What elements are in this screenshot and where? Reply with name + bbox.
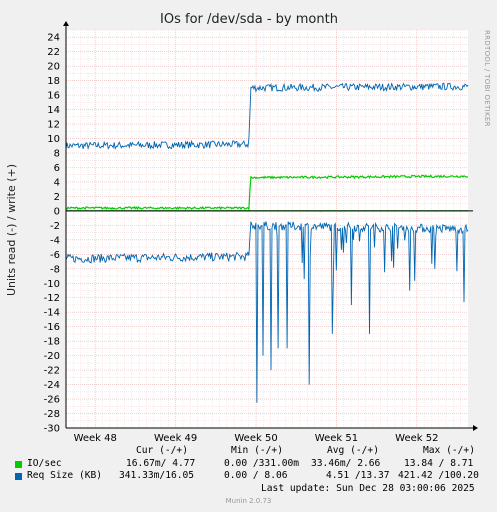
y-tick-label: -28	[44, 409, 60, 420]
y-tick-label: 8	[54, 149, 60, 160]
legend-header-avg: Avg (-/+)	[327, 445, 379, 456]
chart-canvas: IOs for /dev/sda - by month RRDTOOL / TO…	[5, 12, 491, 444]
y-tick-label: 14	[47, 105, 60, 116]
legend-avg-io: 33.46m/ 2.66	[311, 458, 381, 469]
legend-min-io: 0.00 /331.00m	[224, 458, 300, 469]
series-line-req-size-kb--write	[65, 82, 469, 151]
rrdtool-credit: RRDTOOL / TOBI OETIKER	[483, 30, 491, 127]
y-tick-label: -24	[44, 380, 60, 391]
y-tick-label: 12	[47, 120, 60, 131]
legend-swatch-io	[15, 461, 22, 468]
chart-title: IOs for /dev/sda - by month	[160, 12, 338, 27]
y-tick-label: 4	[54, 177, 60, 188]
legend-max-reqsize: 421.42 /100.20	[398, 470, 479, 481]
axes	[63, 21, 478, 431]
y-tick-label: 22	[47, 47, 60, 58]
y-tick-label: 18	[47, 76, 60, 87]
y-tick-label: 24	[47, 33, 60, 44]
legend-cur-reqsize: 341.33m/16.05	[119, 470, 195, 481]
y-tick-labels: 242220181614121086420-2-4-6-8-10-12-14-1…	[44, 33, 60, 435]
series-line-req-size-kb--read	[65, 221, 469, 403]
plot-area	[66, 30, 468, 428]
x-tick-label: Week 52	[395, 433, 438, 444]
last-update: Last update: Sun Dec 28 03:00:06 2025	[261, 483, 475, 494]
y-tick-label: -18	[44, 337, 60, 348]
x-tick-label: Week 49	[154, 433, 197, 444]
y-tick-label: -14	[44, 308, 60, 319]
y-tick-label: 6	[54, 163, 60, 174]
legend-header-cur: Cur (-/+)	[136, 445, 188, 456]
y-tick-label: -12	[44, 293, 60, 304]
series-line-io-sec-write	[65, 174, 469, 211]
y-tick-label: -10	[44, 279, 60, 290]
legend-name-reqsize: Req Size (KB)	[27, 470, 103, 481]
y-tick-label: -26	[44, 395, 60, 406]
legend-max-io: 13.84 / 8.71	[404, 458, 474, 469]
y-tick-label: -6	[50, 250, 60, 261]
x-tick-labels: Week 48 Week 49 Week 50 Week 51 Week 52	[74, 433, 439, 444]
legend-swatch-reqsize	[15, 473, 22, 480]
legend-cur-io: 16.67m/ 4.77	[126, 458, 196, 469]
y-tick-label: 20	[47, 62, 60, 73]
x-tick-label: Week 48	[74, 433, 117, 444]
legend-header-max: Max (-/+)	[423, 445, 475, 456]
y-tick-label: -30	[44, 424, 60, 435]
legend-min-reqsize: 0.00 / 8.06	[224, 470, 288, 481]
legend-avg-reqsize: 4.51 /13.37	[326, 470, 390, 481]
y-tick-label: 2	[54, 192, 60, 203]
y-tick-label: -16	[44, 322, 60, 333]
legend-header-min: Min (-/+)	[231, 445, 283, 456]
plot-background	[66, 30, 468, 428]
y-axis-arrow	[63, 21, 69, 26]
x-axis-arrow	[473, 425, 478, 431]
y-axis-label: Units read (-) / write (+)	[5, 164, 18, 296]
y-tick-label: 0	[54, 206, 60, 217]
x-tick-label: Week 51	[315, 433, 358, 444]
legend-name-io: IO/sec	[27, 458, 62, 469]
y-tick-label: 10	[47, 134, 60, 145]
y-tick-label: 16	[47, 91, 60, 102]
y-tick-label: -2	[50, 221, 60, 232]
y-tick-label: -4	[50, 235, 60, 246]
y-tick-label: -8	[50, 264, 60, 275]
x-tick-label: Week 50	[234, 433, 277, 444]
munin-version: Munin 2.0.73	[225, 497, 272, 505]
grid	[66, 29, 468, 429]
y-tick-label: -20	[44, 351, 60, 362]
y-tick-label: -22	[44, 366, 60, 377]
